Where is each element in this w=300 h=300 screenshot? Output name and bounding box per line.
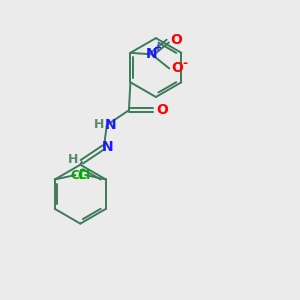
Text: N: N [105,118,116,132]
Text: O: O [172,61,184,75]
Text: N: N [102,140,113,154]
Text: N: N [146,47,158,61]
Text: H: H [94,118,104,131]
Text: +: + [154,43,162,53]
Text: Cl: Cl [77,169,90,182]
Text: O: O [171,33,183,46]
Text: O: O [156,103,168,117]
Text: Cl: Cl [70,169,84,182]
Text: -: - [182,57,187,70]
Text: H: H [68,153,78,166]
